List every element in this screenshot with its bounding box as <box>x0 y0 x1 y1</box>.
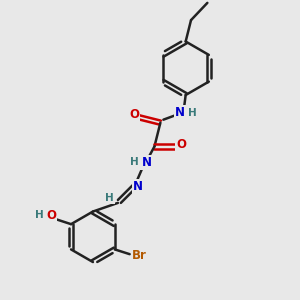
Text: O: O <box>46 209 56 222</box>
Text: H: H <box>188 108 197 118</box>
Text: N: N <box>175 106 185 119</box>
Text: N: N <box>133 180 142 193</box>
Text: H: H <box>130 158 138 167</box>
Text: O: O <box>130 108 140 122</box>
Text: Br: Br <box>132 249 147 262</box>
Text: H: H <box>34 210 43 220</box>
Text: N: N <box>141 156 152 169</box>
Text: H: H <box>105 194 114 203</box>
Text: O: O <box>176 138 186 152</box>
